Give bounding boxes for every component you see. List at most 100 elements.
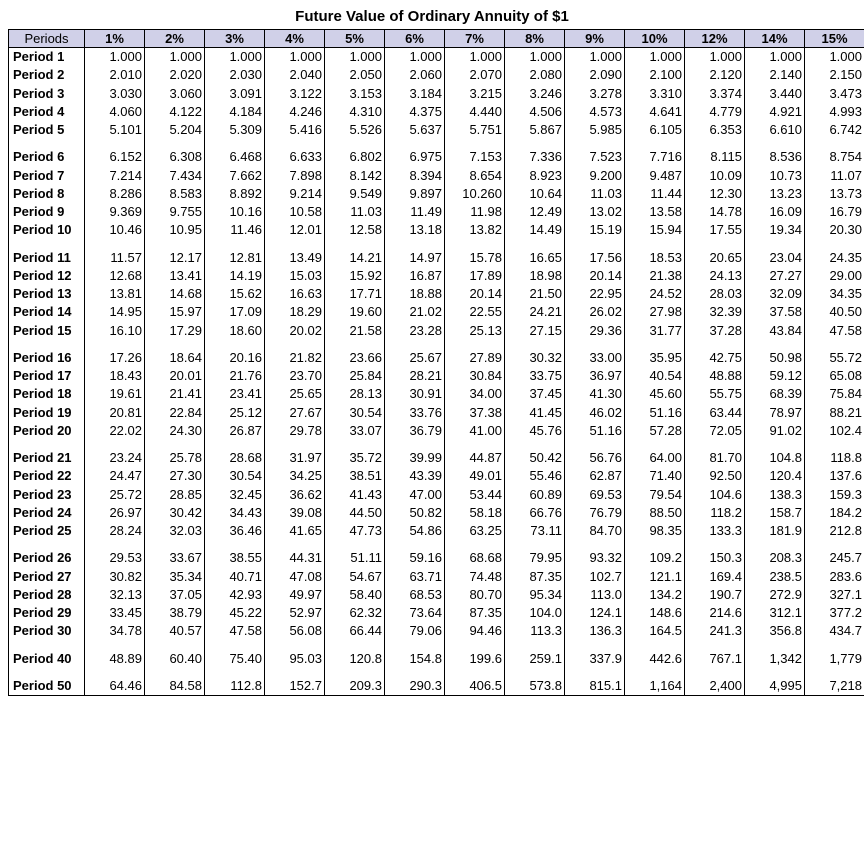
- value-cell: 13.81: [85, 285, 145, 303]
- value-cell: 17.71: [325, 285, 385, 303]
- period-label: Period 3: [9, 85, 85, 103]
- value-cell: 93.32: [565, 549, 625, 567]
- value-cell: 1.000: [385, 48, 445, 67]
- value-cell: 11.07: [805, 167, 864, 185]
- period-label: Period 9: [9, 203, 85, 221]
- value-cell: 5.751: [445, 121, 505, 148]
- column-header-rate: 15%: [805, 30, 864, 48]
- value-cell: 48.88: [685, 367, 745, 385]
- value-cell: 24.13: [685, 267, 745, 285]
- value-cell: 4.573: [565, 103, 625, 121]
- value-cell: 4.310: [325, 103, 385, 121]
- value-cell: 4.993: [805, 103, 864, 121]
- value-cell: 10.16: [205, 203, 265, 221]
- value-cell: 14.97: [385, 249, 445, 267]
- period-label: Period 17: [9, 367, 85, 385]
- value-cell: 24.35: [805, 249, 864, 267]
- value-cell: 32.39: [685, 303, 745, 321]
- value-cell: 120.4: [745, 467, 805, 485]
- value-cell: 91.02: [745, 422, 805, 449]
- column-header-rate: 1%: [85, 30, 145, 48]
- value-cell: 21.82: [265, 349, 325, 367]
- value-cell: 59.12: [745, 367, 805, 385]
- value-cell: 41.45: [505, 404, 565, 422]
- value-cell: 2.040: [265, 66, 325, 84]
- value-cell: 60.89: [505, 486, 565, 504]
- value-cell: 10.58: [265, 203, 325, 221]
- value-cell: 6.353: [685, 121, 745, 148]
- value-cell: 25.78: [145, 449, 205, 467]
- value-cell: 10.73: [745, 167, 805, 185]
- value-cell: 15.78: [445, 249, 505, 267]
- value-cell: 75.40: [205, 650, 265, 677]
- value-cell: 7.336: [505, 148, 565, 166]
- value-cell: 5.867: [505, 121, 565, 148]
- value-cell: 81.70: [685, 449, 745, 467]
- value-cell: 14.49: [505, 221, 565, 248]
- value-cell: 21.41: [145, 385, 205, 403]
- table-row: Period 33.0303.0603.0913.1223.1533.1843.…: [9, 85, 864, 103]
- value-cell: 48.89: [85, 650, 145, 677]
- value-cell: 21.38: [625, 267, 685, 285]
- value-cell: 8.142: [325, 167, 385, 185]
- period-label: Period 13: [9, 285, 85, 303]
- value-cell: 290.3: [385, 677, 445, 696]
- value-cell: 152.7: [265, 677, 325, 696]
- value-cell: 20.14: [445, 285, 505, 303]
- value-cell: 2.050: [325, 66, 385, 84]
- value-cell: 30.82: [85, 568, 145, 586]
- value-cell: 76.79: [565, 504, 625, 522]
- value-cell: 63.44: [685, 404, 745, 422]
- value-cell: 1.000: [805, 48, 864, 67]
- value-cell: 62.32: [325, 604, 385, 622]
- value-cell: 31.77: [625, 322, 685, 349]
- value-cell: 79.54: [625, 486, 685, 504]
- value-cell: 241.3: [685, 622, 745, 649]
- value-cell: 15.03: [265, 267, 325, 285]
- value-cell: 28.03: [685, 285, 745, 303]
- value-cell: 8.923: [505, 167, 565, 185]
- value-cell: 1.000: [85, 48, 145, 67]
- period-label: Period 10: [9, 221, 85, 248]
- value-cell: 7.153: [445, 148, 505, 166]
- value-cell: 406.5: [445, 677, 505, 696]
- value-cell: 84.70: [565, 522, 625, 549]
- value-cell: 6.105: [625, 121, 685, 148]
- value-cell: 22.55: [445, 303, 505, 321]
- value-cell: 51.16: [625, 404, 685, 422]
- value-cell: 3.310: [625, 85, 685, 103]
- value-cell: 181.9: [745, 522, 805, 549]
- value-cell: 259.1: [505, 650, 565, 677]
- value-cell: 3.060: [145, 85, 205, 103]
- period-label: Period 1: [9, 48, 85, 67]
- value-cell: 40.54: [625, 367, 685, 385]
- value-cell: 20.14: [565, 267, 625, 285]
- table-row: Period 1920.8122.8425.1227.6730.5433.763…: [9, 404, 864, 422]
- value-cell: 17.89: [445, 267, 505, 285]
- value-cell: 44.50: [325, 504, 385, 522]
- value-cell: 29.53: [85, 549, 145, 567]
- value-cell: 74.48: [445, 568, 505, 586]
- value-cell: 13.23: [745, 185, 805, 203]
- value-cell: 209.3: [325, 677, 385, 696]
- column-header-rate: 8%: [505, 30, 565, 48]
- value-cell: 43.39: [385, 467, 445, 485]
- value-cell: 28.13: [325, 385, 385, 403]
- value-cell: 55.75: [685, 385, 745, 403]
- value-cell: 6.610: [745, 121, 805, 148]
- value-cell: 12.17: [145, 249, 205, 267]
- period-label: Period 40: [9, 650, 85, 677]
- value-cell: 28.21: [385, 367, 445, 385]
- value-cell: 212.8: [805, 522, 864, 549]
- value-cell: 159.3: [805, 486, 864, 504]
- value-cell: 815.1: [565, 677, 625, 696]
- value-cell: 17.56: [565, 249, 625, 267]
- value-cell: 33.75: [505, 367, 565, 385]
- period-label: Period 18: [9, 385, 85, 403]
- value-cell: 21.58: [325, 322, 385, 349]
- value-cell: 26.97: [85, 504, 145, 522]
- value-cell: 24.52: [625, 285, 685, 303]
- value-cell: 25.12: [205, 404, 265, 422]
- value-cell: 79.06: [385, 622, 445, 649]
- value-cell: 42.75: [685, 349, 745, 367]
